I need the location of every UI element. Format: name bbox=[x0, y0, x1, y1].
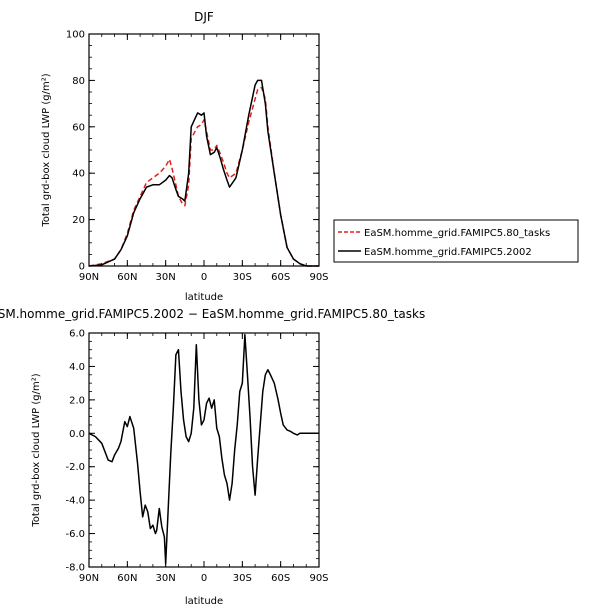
x-tick-label: 60N bbox=[117, 272, 137, 283]
top-x-axis-label: latitude bbox=[185, 292, 223, 303]
y-tick-label: 6.0 bbox=[69, 329, 85, 340]
x-tick-label: 90S bbox=[309, 272, 328, 283]
x-tick-label: 90N bbox=[79, 573, 99, 584]
y-tick-label: -6.0 bbox=[65, 529, 85, 540]
bottom-plot-frame bbox=[88, 332, 320, 568]
top-series-line-1 bbox=[88, 86, 319, 267]
top-series-line-2 bbox=[88, 79, 319, 267]
y-tick-label: 60 bbox=[72, 122, 85, 133]
bottom-panel: EaSM.homme_grid.FAMIPC5.2002 − EaSM.homm… bbox=[0, 307, 425, 607]
top-chart-title: DJF bbox=[194, 10, 214, 24]
y-tick-label: -2.0 bbox=[65, 462, 85, 473]
y-tick-label: 100 bbox=[66, 30, 85, 41]
y-tick-label: -8.0 bbox=[65, 563, 85, 574]
bottom-x-axis-label: latitude bbox=[185, 596, 223, 607]
y-tick-label: -4.0 bbox=[65, 496, 85, 507]
bot-series-line-1 bbox=[88, 333, 319, 565]
legend: EaSM.homme_grid.FAMIPC5.80_tasks EaSM.ho… bbox=[333, 219, 579, 263]
y-tick-label: 20 bbox=[72, 215, 85, 226]
x-tick-label: 90S bbox=[309, 573, 328, 584]
bottom-y-axis-label: Total grd-box cloud LWP (g/m²) bbox=[31, 373, 42, 527]
x-tick-label: 60N bbox=[117, 573, 137, 584]
top-y-axis-label: Total grd-box cloud LWP (g/m²) bbox=[41, 73, 52, 227]
y-tick-label: 0 bbox=[79, 262, 85, 273]
y-tick-label: 80 bbox=[72, 76, 85, 87]
legend-entry-series-1: EaSM.homme_grid.FAMIPC5.80_tasks bbox=[364, 228, 550, 239]
legend-entry-series-2: EaSM.homme_grid.FAMIPC5.2002 bbox=[364, 247, 532, 258]
top-panel: DJF 90N 60N 30N 0 30S 60S 90S 0 20 40 60 80 100 lati… bbox=[41, 10, 579, 303]
legend-box bbox=[333, 219, 579, 263]
x-tick-label: 30N bbox=[156, 573, 176, 584]
y-tick-label: 4.0 bbox=[69, 362, 85, 373]
x-tick-label: 90N bbox=[79, 272, 99, 283]
x-tick-label: 30S bbox=[233, 272, 252, 283]
x-tick-label: 30N bbox=[156, 272, 176, 283]
x-tick-label: 0 bbox=[201, 573, 207, 584]
bottom-chart-title: EaSM.homme_grid.FAMIPC5.2002 − EaSM.homm… bbox=[0, 307, 425, 321]
y-tick-label: 0.0 bbox=[69, 429, 85, 440]
x-tick-label: 60S bbox=[271, 573, 290, 584]
x-tick-label: 60S bbox=[271, 272, 290, 283]
y-tick-label: 2.0 bbox=[69, 395, 85, 406]
x-tick-label: 30S bbox=[233, 573, 252, 584]
x-tick-label: 0 bbox=[201, 272, 207, 283]
y-tick-label: 40 bbox=[72, 169, 85, 180]
